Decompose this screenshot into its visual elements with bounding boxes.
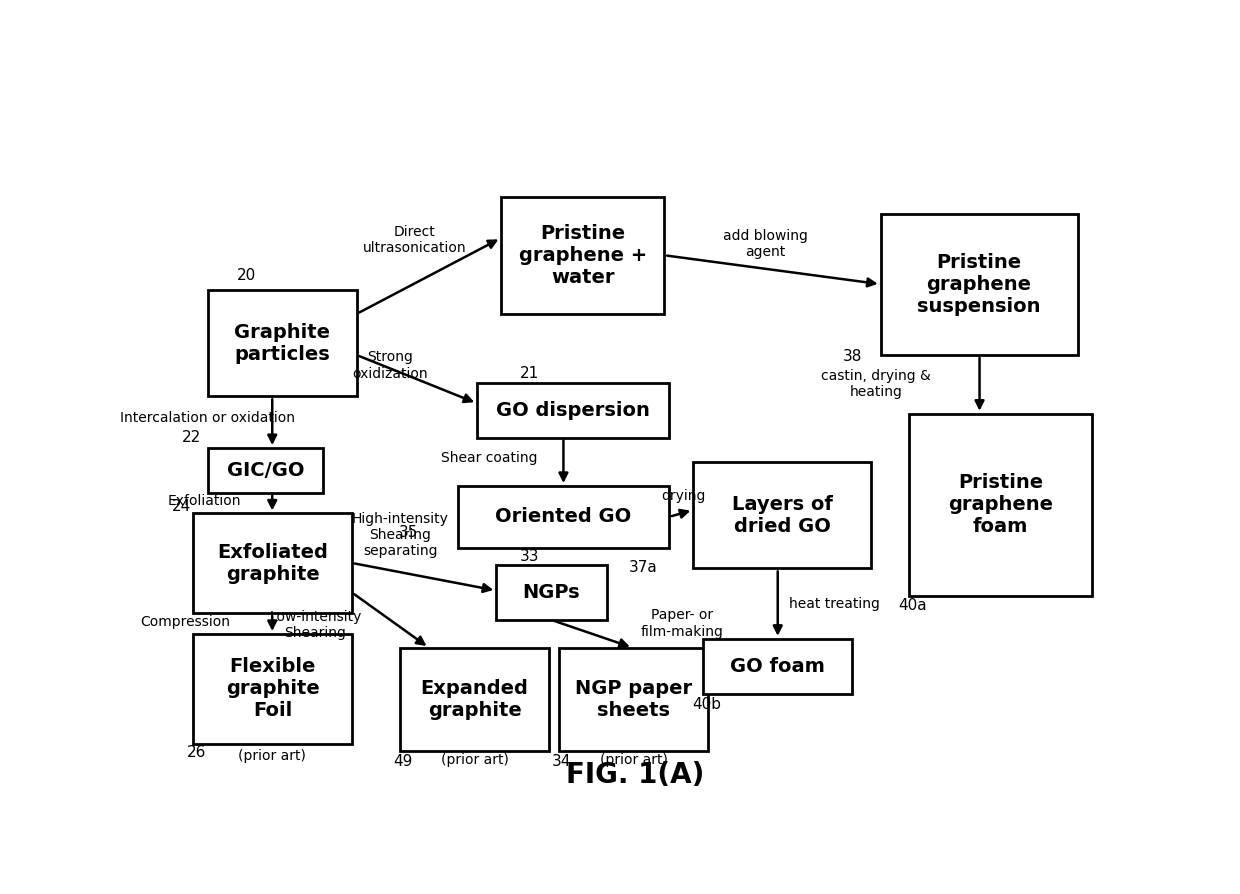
- Text: 37a: 37a: [629, 560, 657, 575]
- Text: 49: 49: [393, 754, 413, 769]
- Text: High-intensity
Shearing
separating: High-intensity Shearing separating: [352, 511, 449, 558]
- Text: Oriented GO: Oriented GO: [495, 508, 631, 527]
- FancyBboxPatch shape: [693, 462, 870, 569]
- Text: GO dispersion: GO dispersion: [496, 401, 650, 419]
- Text: 20: 20: [237, 268, 255, 283]
- Text: 22: 22: [182, 430, 201, 445]
- Text: Pristine
graphene
foam: Pristine graphene foam: [949, 473, 1053, 536]
- FancyBboxPatch shape: [401, 647, 549, 751]
- Text: 35: 35: [399, 525, 418, 540]
- FancyBboxPatch shape: [193, 513, 352, 613]
- Text: NGP paper
sheets: NGP paper sheets: [574, 679, 692, 720]
- Text: 24: 24: [172, 499, 191, 514]
- FancyBboxPatch shape: [496, 565, 606, 620]
- Text: 26: 26: [187, 746, 206, 761]
- FancyBboxPatch shape: [558, 647, 708, 751]
- Text: Exfoliated
graphite: Exfoliated graphite: [217, 543, 329, 584]
- Text: Shear coating: Shear coating: [441, 451, 538, 466]
- Text: (prior art): (prior art): [441, 753, 508, 767]
- FancyBboxPatch shape: [208, 290, 357, 396]
- Text: 38: 38: [843, 349, 862, 364]
- Text: 34: 34: [552, 754, 572, 769]
- Text: Exfoliation: Exfoliation: [167, 494, 242, 508]
- Text: Compression: Compression: [140, 615, 229, 629]
- FancyBboxPatch shape: [880, 214, 1078, 355]
- Text: Flexible
graphite
Foil: Flexible graphite Foil: [226, 657, 320, 721]
- Text: Pristine
graphene +
water: Pristine graphene + water: [518, 224, 647, 287]
- Text: Intercalation or oxidation: Intercalation or oxidation: [120, 411, 295, 426]
- Text: 40b: 40b: [692, 696, 722, 712]
- Text: Low-intensity
Shearing: Low-intensity Shearing: [269, 610, 362, 640]
- Text: drying: drying: [661, 489, 706, 503]
- Text: (prior art): (prior art): [238, 749, 306, 763]
- Text: heat treating: heat treating: [789, 597, 880, 611]
- Text: 21: 21: [520, 367, 539, 381]
- FancyBboxPatch shape: [477, 383, 670, 438]
- FancyBboxPatch shape: [909, 414, 1092, 596]
- FancyBboxPatch shape: [208, 448, 324, 493]
- Text: Layers of
dried GO: Layers of dried GO: [732, 494, 832, 536]
- Text: 40a: 40a: [898, 598, 926, 613]
- Text: Paper- or
film-making: Paper- or film-making: [640, 609, 723, 638]
- FancyBboxPatch shape: [193, 634, 352, 744]
- FancyBboxPatch shape: [501, 197, 665, 314]
- Text: Pristine
graphene
suspension: Pristine graphene suspension: [918, 253, 1040, 316]
- Text: Expanded
graphite: Expanded graphite: [420, 679, 528, 720]
- Text: (prior art): (prior art): [600, 753, 667, 767]
- Text: castin, drying &
heating: castin, drying & heating: [821, 369, 931, 399]
- Text: Graphite
particles: Graphite particles: [234, 323, 330, 364]
- FancyBboxPatch shape: [703, 638, 852, 694]
- Text: FIG. 1(A): FIG. 1(A): [567, 761, 704, 789]
- Text: Direct
ultrasonication: Direct ultrasonication: [362, 225, 466, 256]
- Text: GO foam: GO foam: [730, 657, 825, 676]
- FancyBboxPatch shape: [458, 486, 670, 548]
- Text: 33: 33: [520, 549, 539, 563]
- Text: add blowing
agent: add blowing agent: [723, 229, 807, 258]
- Text: NGPs: NGPs: [522, 583, 580, 602]
- Text: Strong
oxidization: Strong oxidization: [352, 350, 428, 381]
- Text: GIC/GO: GIC/GO: [227, 461, 304, 480]
